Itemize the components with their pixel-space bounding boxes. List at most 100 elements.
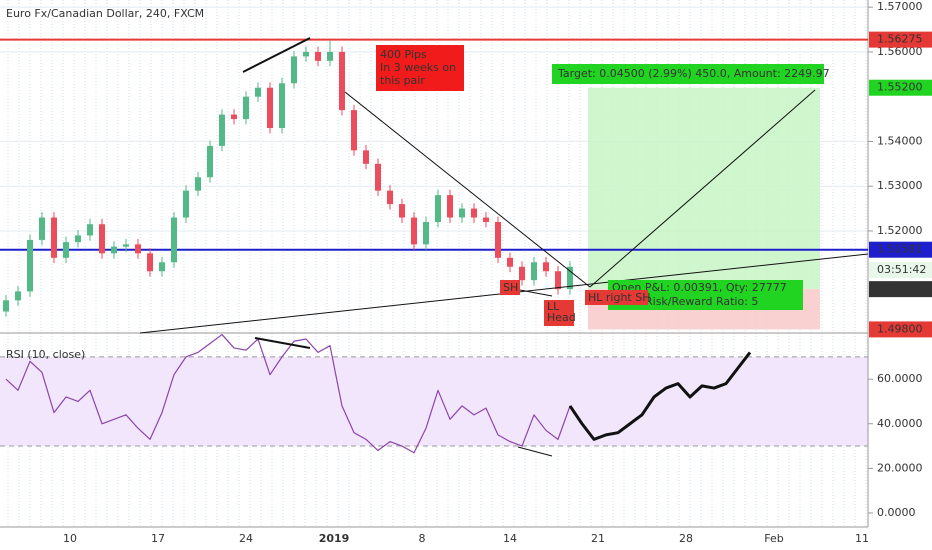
rsi-title: RSI (10, close)	[6, 348, 85, 361]
candle-body	[123, 244, 129, 247]
y-tick-label: 1.53000	[877, 179, 923, 192]
position-label: 1.55200	[877, 81, 923, 94]
candle-body	[507, 257, 513, 267]
candle-body	[459, 208, 465, 218]
x-tick-label: 21	[591, 532, 605, 545]
countdown: 03:51:42	[877, 263, 926, 276]
candle-body	[555, 271, 561, 290]
candle-body	[375, 163, 381, 191]
pips-text: In 3 weeks on	[380, 61, 456, 74]
rsi-tick-label: 40.0000	[877, 417, 923, 430]
candle-body	[231, 114, 237, 120]
candle-body	[87, 224, 93, 236]
candle-body	[303, 51, 309, 57]
price-label: 1.51581	[877, 243, 923, 256]
sh-text: SH	[503, 281, 518, 294]
candle-body	[531, 262, 537, 281]
candle-body	[279, 83, 285, 129]
ll-text: Head	[547, 311, 576, 324]
candle-body	[171, 217, 177, 263]
target-box	[552, 64, 824, 84]
candle-body	[567, 266, 573, 290]
ll-text: LL	[547, 300, 560, 313]
chart-title: Euro Fx/Canadian Dollar, 240, FXCM	[6, 7, 204, 20]
candle-body	[519, 266, 525, 281]
trend-line	[344, 91, 591, 288]
candle-body	[159, 262, 165, 272]
hl-box	[585, 290, 648, 305]
x-tick-label: 2019	[319, 532, 350, 545]
candle-body	[363, 150, 369, 164]
candle-body	[27, 239, 33, 292]
candle-body	[243, 96, 249, 120]
candle-body	[483, 217, 489, 222]
candle-body	[99, 224, 105, 254]
trend-line	[254, 337, 311, 349]
pips-box	[376, 45, 464, 91]
position-label-bg	[869, 79, 932, 96]
x-tick-label: 17	[151, 532, 165, 545]
position-label: 1.50700	[877, 282, 923, 295]
candle-body	[339, 51, 345, 111]
position-label-bg	[869, 281, 932, 298]
candle-body	[411, 217, 417, 245]
candle-body	[51, 217, 57, 258]
x-tick-label: Feb	[764, 532, 783, 545]
position-label-bg	[869, 321, 932, 338]
price-label-bg	[869, 241, 932, 258]
candle-body	[423, 222, 429, 245]
candle-body	[291, 56, 297, 84]
candle-body	[495, 222, 501, 258]
x-tick-label: 14	[503, 532, 517, 545]
candle-body	[39, 217, 45, 240]
target-text: Target: 0.04500 (2.99%) 450.0, Amount: 2…	[557, 67, 830, 80]
rsi-tick-label: 0.0000	[877, 506, 916, 519]
candle-body	[183, 190, 189, 218]
candle-body	[219, 114, 225, 146]
candle-body	[435, 195, 441, 222]
candle-body	[267, 87, 273, 129]
rsi-projection	[568, 351, 752, 441]
trend-line	[242, 37, 311, 73]
ll-box	[544, 300, 574, 326]
candle-body	[447, 195, 453, 218]
price-label-bg	[869, 31, 932, 48]
candle-body	[15, 291, 21, 301]
y-tick-label: 1.57000	[877, 0, 923, 13]
x-tick-label: 24	[239, 532, 253, 545]
rsi-tick-label: 20.0000	[877, 461, 923, 474]
y-tick-label: 1.54000	[877, 134, 923, 147]
hl-text: HL right SH	[588, 291, 651, 304]
rr-text: Risk/Reward Ratio: 5	[645, 295, 758, 308]
trend-line	[589, 89, 816, 288]
pnl-text: Open P&L: 0.00391, Qty: 27777	[612, 281, 787, 294]
position-label: 1.49800	[877, 322, 923, 335]
candle-body	[255, 87, 261, 97]
candle-body	[327, 51, 333, 61]
candle-body	[315, 51, 321, 61]
candle-body	[387, 190, 393, 205]
x-tick-label: 8	[419, 532, 426, 545]
pips-text: 400 Pips	[380, 48, 427, 61]
trend-line	[519, 289, 553, 297]
y-tick-label: 1.56000	[877, 45, 923, 58]
countdown-bg	[869, 262, 932, 278]
candle-body	[147, 253, 153, 272]
x-tick-label: 28	[679, 532, 693, 545]
sh-box	[500, 280, 520, 295]
y-tick-label: 1.52000	[877, 224, 923, 237]
x-tick-label: 10	[63, 532, 77, 545]
candle-body	[207, 145, 213, 178]
trend-line	[517, 446, 553, 457]
pips-text: this pair	[380, 74, 425, 87]
price-label: 1.56275	[877, 33, 923, 46]
rsi-tick-label: 60.0000	[877, 372, 923, 385]
candle-body	[3, 300, 9, 312]
target-zone	[588, 87, 820, 290]
rsi-line	[5, 333, 571, 454]
candle-body	[471, 208, 477, 218]
candle-body	[63, 242, 69, 258]
candle-body	[75, 235, 81, 243]
candle-body	[543, 262, 549, 272]
